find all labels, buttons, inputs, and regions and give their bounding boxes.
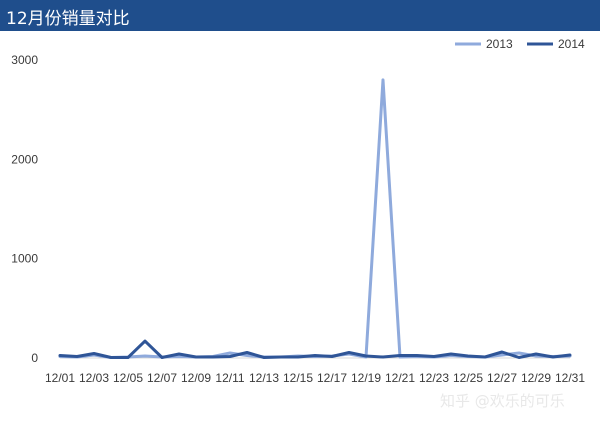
series-line-2013	[58, 78, 572, 359]
x-tick-label: 12/29	[521, 371, 551, 385]
x-tick-label: 12/07	[147, 371, 177, 385]
y-tick-label: 2000	[11, 152, 38, 166]
title-bar: 12月份销量对比	[0, 0, 600, 31]
legend: 2013 2014	[455, 37, 585, 51]
x-tick-label: 12/21	[385, 371, 415, 385]
y-axis: 0 1000 2000 3000	[11, 53, 38, 365]
x-tick-label: 12/17	[317, 371, 347, 385]
x-tick-label: 12/15	[283, 371, 313, 385]
x-tick-label: 12/13	[249, 371, 279, 385]
legend-label-2014: 2014	[558, 37, 585, 51]
chart-title: 12月份销量对比	[6, 9, 130, 29]
x-tick-label: 12/05	[113, 371, 143, 385]
y-tick-label: 0	[31, 351, 38, 365]
legend-label-2013: 2013	[486, 37, 513, 51]
x-axis: 12/01 12/03 12/05 12/07 12/09 12/11 12/13 12/15…	[45, 357, 585, 385]
x-tick-label: 12/25	[453, 371, 483, 385]
x-tick-label: 12/01	[45, 371, 75, 385]
x-tick-label: 12/31	[555, 371, 585, 385]
x-tick-label: 12/19	[351, 371, 381, 385]
y-tick-label: 1000	[11, 252, 38, 266]
series-group	[58, 78, 572, 359]
y-tick-label: 3000	[11, 53, 38, 67]
x-tick-label: 12/27	[487, 371, 517, 385]
x-tick-label: 12/23	[419, 371, 449, 385]
watermark-text: 知乎 @欢乐的可乐	[440, 392, 565, 410]
x-tick-label: 12/09	[181, 371, 211, 385]
x-tick-label: 12/03	[79, 371, 109, 385]
series-line-2014	[58, 339, 572, 359]
x-tick-label: 12/11	[215, 371, 244, 385]
